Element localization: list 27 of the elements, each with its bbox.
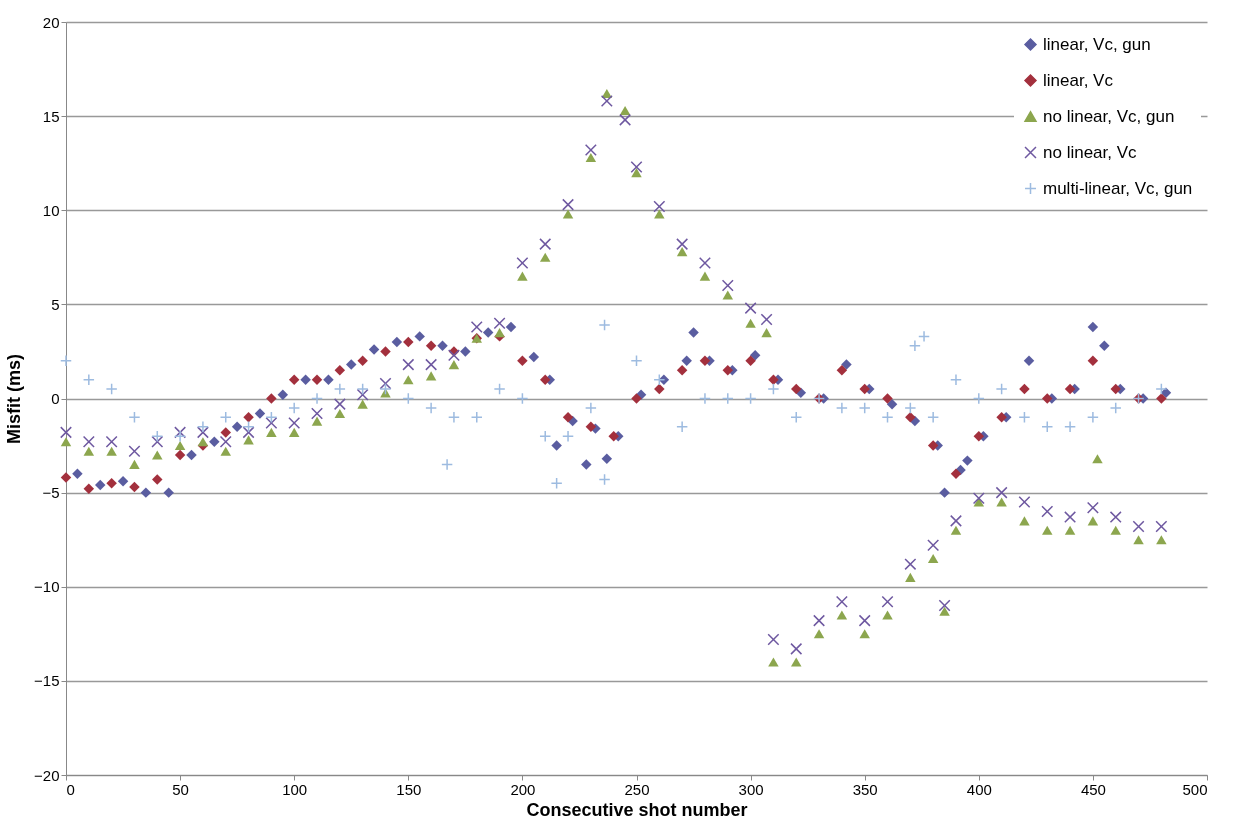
x-tick-label: 250 bbox=[624, 780, 650, 798]
y-tick-label: −15 bbox=[34, 672, 60, 690]
x-tick-label: 400 bbox=[966, 780, 992, 798]
x-tick-label: 50 bbox=[172, 780, 189, 798]
x-tick-label: 300 bbox=[738, 780, 764, 798]
y-tick-label: 20 bbox=[42, 13, 60, 31]
y-tick-label: 0 bbox=[51, 390, 60, 407]
x-tick-label: 0 bbox=[66, 780, 75, 798]
x-tick-label: 450 bbox=[1080, 780, 1106, 798]
y-tick-label: 10 bbox=[42, 201, 60, 219]
legend-label: multi-linear, Vc, gun bbox=[1043, 178, 1193, 198]
y-tick-label: 15 bbox=[42, 107, 60, 125]
y-tick-label: −5 bbox=[42, 484, 60, 502]
x-tick-label: 150 bbox=[396, 780, 422, 798]
x-tick-label: 100 bbox=[282, 780, 308, 798]
legend-label: linear, Vc, gun bbox=[1043, 34, 1151, 54]
x-tick-label: 200 bbox=[510, 780, 536, 798]
y-tick-label: −20 bbox=[34, 766, 60, 784]
legend-label: linear, Vc bbox=[1043, 70, 1114, 90]
y-tick-label: −10 bbox=[34, 578, 60, 596]
x-tick-label: 500 bbox=[1182, 780, 1208, 798]
x-axis-title: Consecutive shot number bbox=[526, 799, 748, 820]
legend-label: no linear, Vc, gun bbox=[1043, 106, 1175, 126]
x-tick-label: 350 bbox=[852, 780, 878, 798]
y-axis-title: Misfit (ms) bbox=[4, 353, 25, 444]
legend-label: no linear, Vc bbox=[1043, 142, 1138, 162]
y-tick-label: 5 bbox=[51, 295, 60, 313]
